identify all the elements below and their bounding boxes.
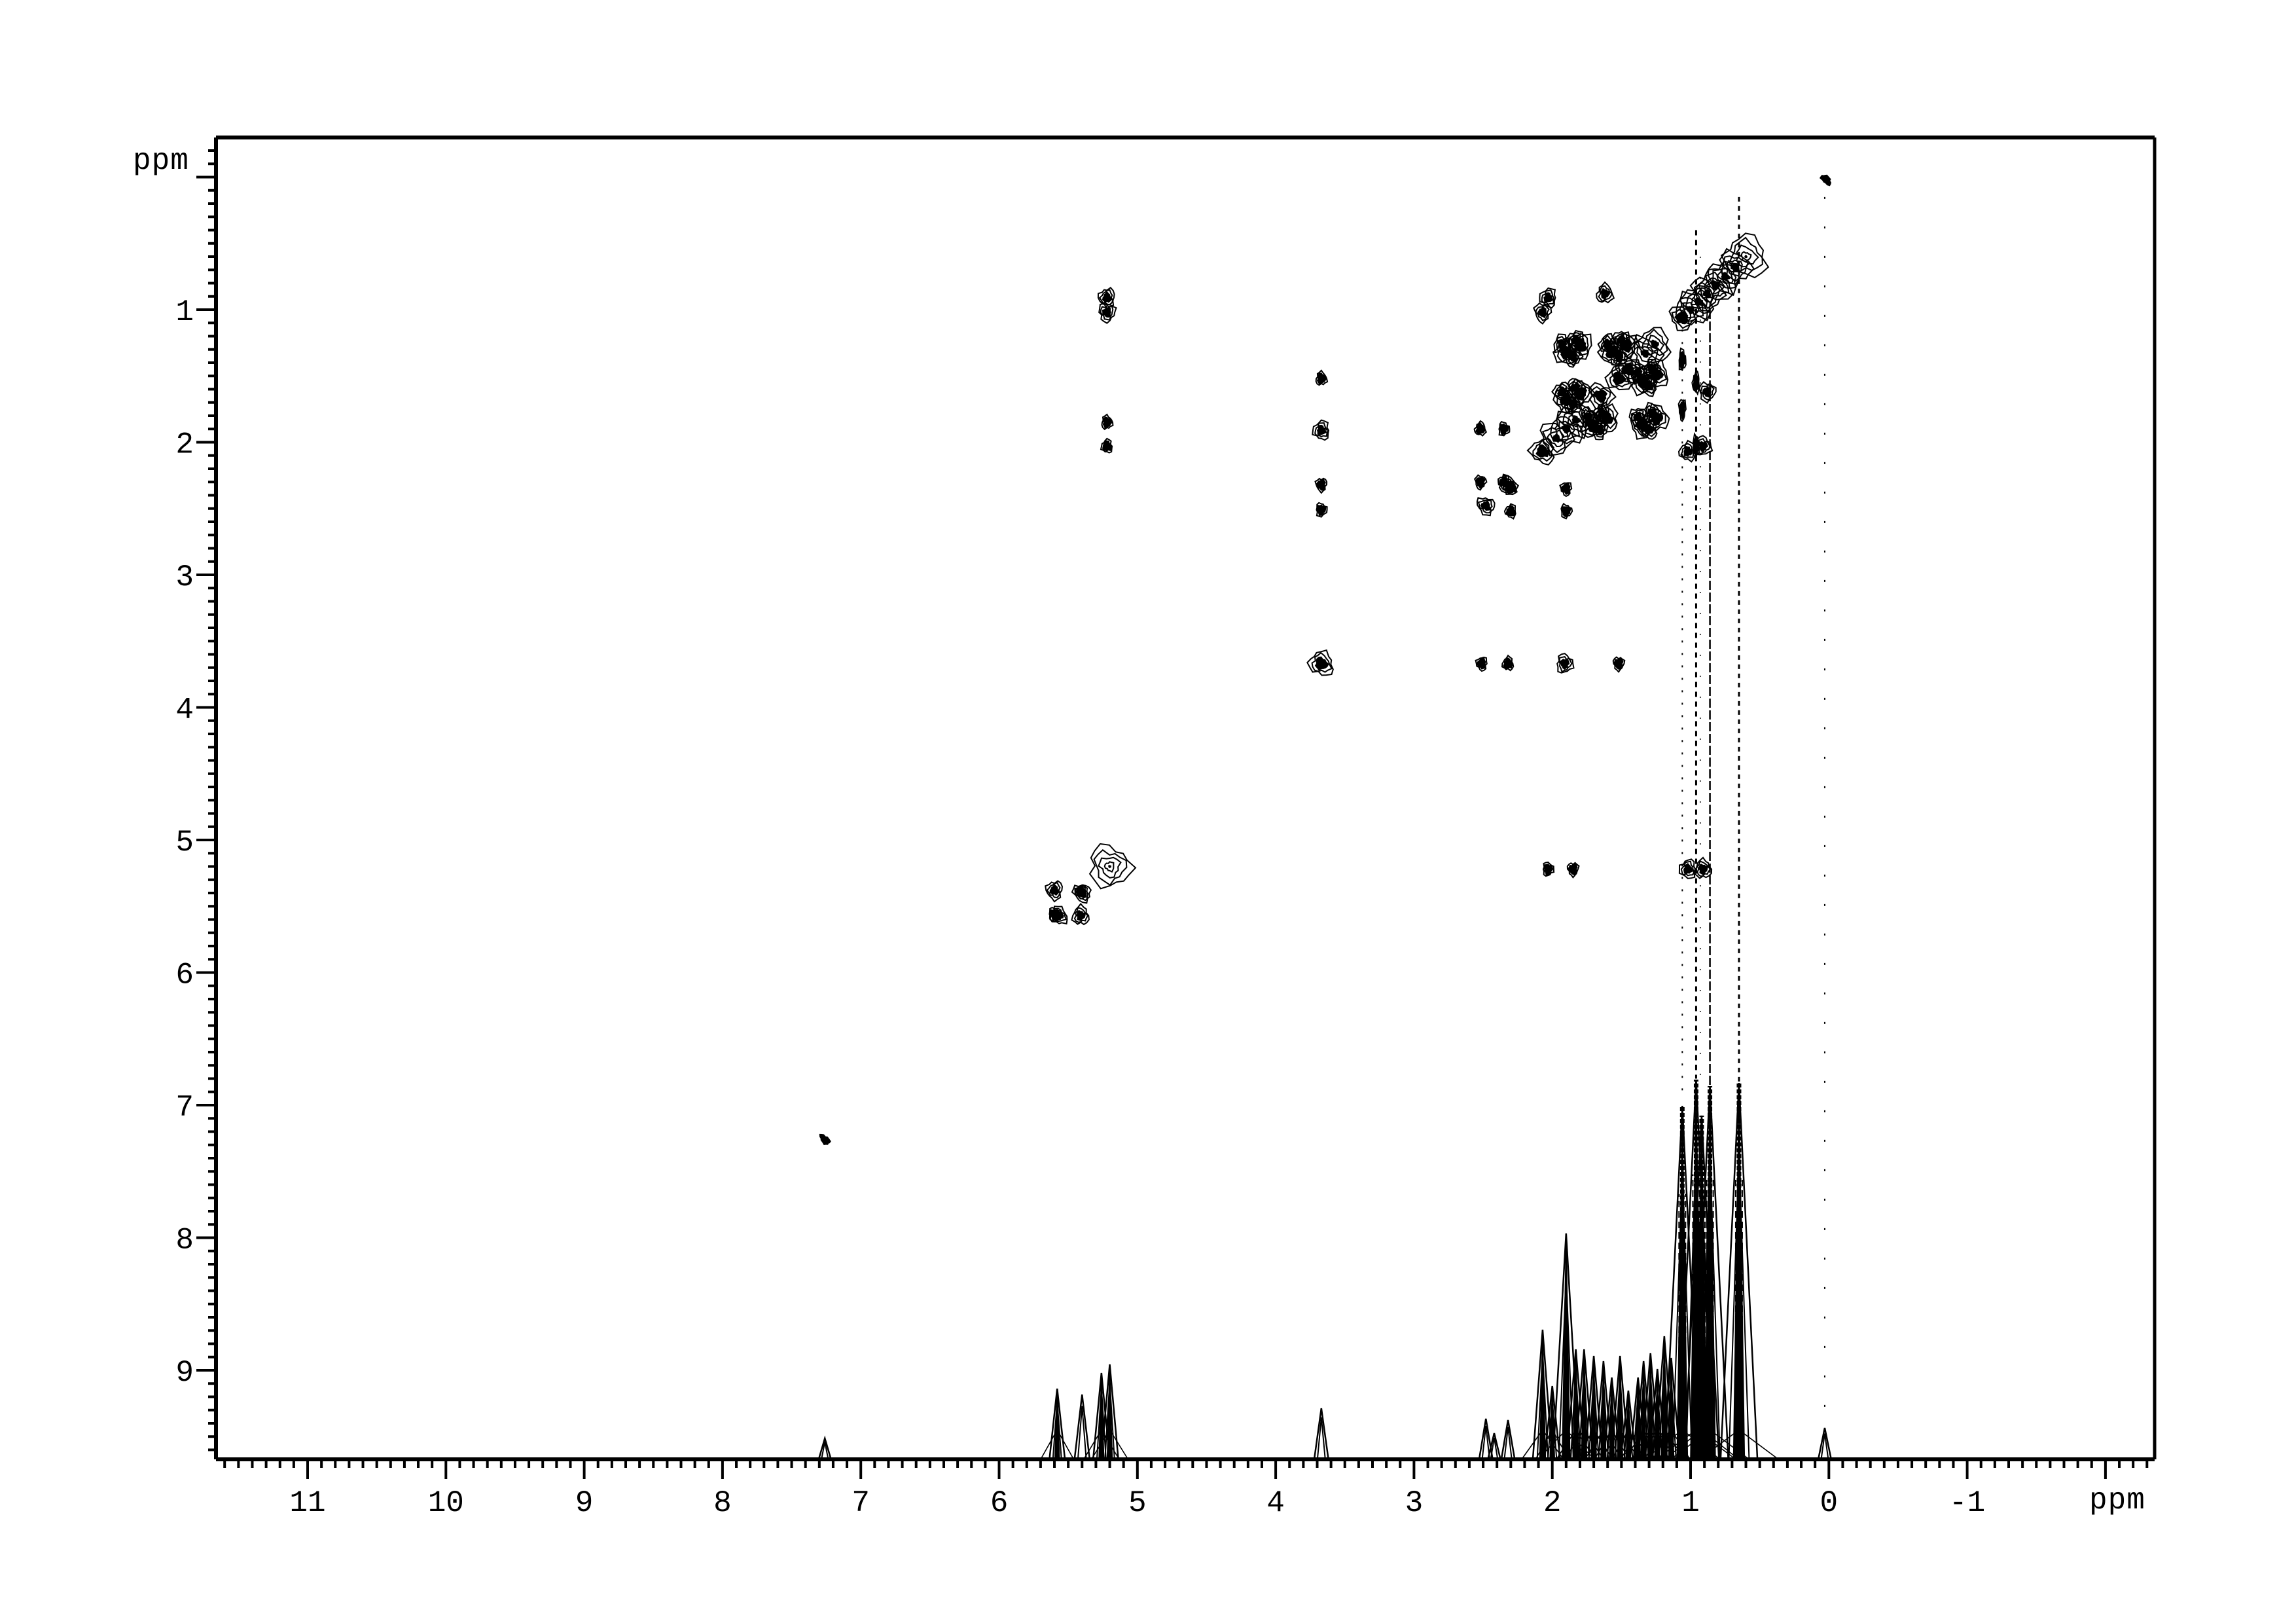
x-axis: 11 10 9 8 7 6 5 4 3 2 1 0 -1 [223, 1459, 2149, 1520]
svg-text:2: 2 [1543, 1486, 1562, 1520]
plot-frame [214, 136, 2157, 1461]
svg-text:6: 6 [990, 1486, 1009, 1520]
diagonal-peaks [819, 174, 1832, 1145]
svg-text:4: 4 [1266, 1486, 1285, 1520]
svg-text:2: 2 [175, 428, 194, 462]
svg-text:9: 9 [175, 1356, 194, 1390]
svg-text:9: 9 [575, 1486, 594, 1520]
svg-text:7: 7 [852, 1486, 870, 1520]
projection-trace [817, 1079, 1832, 1459]
svg-text:6: 6 [175, 958, 194, 993]
svg-text:8: 8 [713, 1486, 732, 1520]
cross-peak-clusters [1551, 329, 1670, 441]
y-axis-unit-label: ppm [133, 144, 189, 178]
svg-text:5: 5 [175, 826, 194, 860]
y-axis: 1 2 3 4 5 6 7 8 9 [175, 149, 216, 1451]
svg-text:-1: -1 [1949, 1486, 1985, 1520]
svg-text:7: 7 [175, 1091, 194, 1125]
svg-text:3: 3 [175, 560, 194, 594]
cross-peaks [1045, 281, 1717, 926]
svg-text:8: 8 [175, 1224, 194, 1258]
svg-text:4: 4 [175, 693, 194, 727]
svg-text:1: 1 [175, 295, 194, 329]
x-axis-unit-label: ppm [2089, 1484, 2145, 1518]
svg-text:10: 10 [428, 1486, 464, 1520]
svg-text:1: 1 [1681, 1486, 1700, 1520]
svg-text:11: 11 [289, 1486, 325, 1520]
svg-text:3: 3 [1405, 1486, 1424, 1520]
svg-text:5: 5 [1128, 1486, 1147, 1520]
svg-text:0: 0 [1820, 1486, 1838, 1520]
